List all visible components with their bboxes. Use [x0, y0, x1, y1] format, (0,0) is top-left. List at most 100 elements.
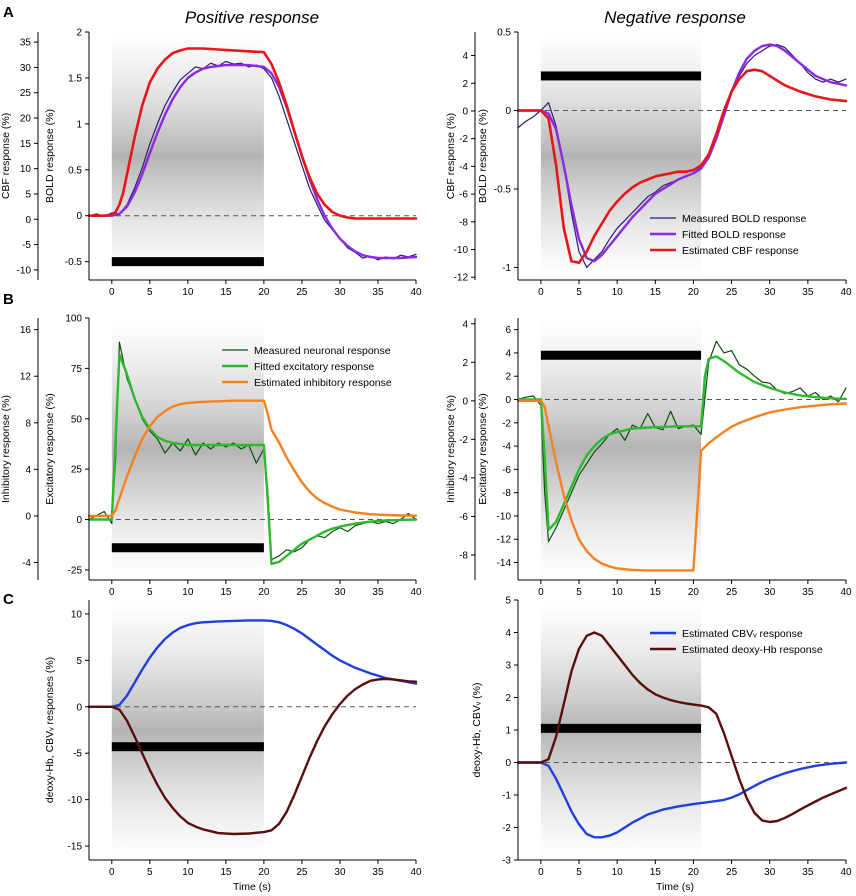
b-neg-x-tick-label: 40: [840, 587, 852, 598]
b-pos-y-axis-label-exc: Excitatory response (%): [44, 393, 56, 504]
b-neg-x-tick-label: 5: [576, 587, 582, 598]
c-neg-y-tick-label-main: 1: [505, 726, 511, 737]
c-pos-x-tick-label: 15: [220, 867, 232, 878]
c-neg-x-tick-label: 10: [612, 867, 624, 878]
c-pos-x-tick-label: 5: [147, 867, 153, 878]
c-neg-y-axis-label-main: deoxy-Hb, CBVᵥ (%): [471, 683, 483, 778]
b-pos-legend-label-estimated-inhibitory-response: Estimated inhibitory response: [254, 377, 392, 389]
c-neg-y-tick-label-main: -1: [502, 791, 511, 802]
c-neg-legend-label-estimated-cbv-response: Estimated CBVᵥ response: [682, 628, 803, 640]
x-axis-label-right: Time (s): [656, 881, 694, 893]
a-pos-y-tick-label-bold: 0: [76, 211, 82, 222]
c-pos-x-tick-label: 20: [258, 867, 270, 878]
c-neg-series-estimated-cbv-response: [516, 761, 848, 839]
a-pos-x-tick-label: 30: [334, 287, 346, 298]
a-pos-x-tick-label: 25: [296, 287, 308, 298]
b-neg-y-tick-label-exc: -2: [502, 418, 511, 429]
b-pos-x-tick-label: 5: [147, 587, 153, 598]
a-pos-y-tick-label-cbf: 30: [20, 63, 32, 74]
b-pos-x-tick-label: 20: [258, 587, 270, 598]
a-neg-x-tick-label: 15: [650, 287, 662, 298]
c-pos-y-axis-label-main: deoxy-Hb, CBVᵥ responses (%): [44, 657, 56, 803]
b-pos-x-tick-label: 15: [220, 587, 232, 598]
a-neg-y-tick-label-cbf: -10: [454, 245, 469, 256]
b-neg-x-tick-label: 15: [650, 587, 662, 598]
a-neg-y-tick-label-cbf: 2: [462, 79, 468, 90]
b-neg-y-tick-label-inh: 4: [462, 319, 468, 330]
b-pos-series-estimated-inhibitory-response: [87, 399, 418, 518]
a-pos-x-tick-label: 10: [182, 287, 194, 298]
panel-b-positive: 0 5 10 15 20 25 30 35 40-250255075100Excitatory …: [0, 314, 422, 599]
b-neg-x-tick-label: 35: [802, 587, 814, 598]
c-neg-legend-label-estimated-deoxy-hb-response: Estimated deoxy-Hb response: [682, 644, 823, 656]
a-pos-x-tick-label: 40: [410, 287, 422, 298]
c-pos-y-tick-label-main: -10: [68, 795, 83, 806]
b-neg-y-tick-label-inh: -8: [459, 550, 468, 561]
a-neg-y-tick-label-cbf: -4: [459, 162, 468, 173]
c-pos-series-estimated-deoxy-hb-response: [87, 677, 418, 836]
panel-label-a: A: [3, 4, 14, 21]
c-pos-x-tick-label: 30: [334, 867, 346, 878]
a-neg-x-tick-label: 20: [688, 287, 700, 298]
c-neg-x-tick-label: 0: [538, 867, 544, 878]
c-neg-y-tick-label-main: 2: [505, 693, 511, 704]
a-pos-x-tick-label: 35: [372, 287, 384, 298]
a-pos-y-tick-label-bold: -0.5: [65, 257, 83, 268]
a-pos-y-axis-label-cbf: CBF response (%): [0, 113, 12, 199]
a-neg-y-tick-label-cbf: 0: [462, 106, 468, 117]
b-pos-x-tick-label: 35: [372, 587, 384, 598]
a-pos-y-tick-label-cbf: 15: [20, 139, 32, 150]
b-pos-series-fitted-excitatory-response: [87, 353, 418, 566]
a-neg-x-tick-label: 10: [612, 287, 624, 298]
b-pos-y-axis-label-inh: Inhibitory response (%): [0, 395, 12, 503]
c-neg-y-tick-label-main: -2: [502, 823, 511, 834]
a-neg-y-tick-label-cbf: -12: [454, 273, 469, 284]
a-neg-y-tick-label-bold: -0.5: [494, 184, 512, 195]
b-neg-y-tick-label-exc: -10: [497, 511, 512, 522]
c-pos-x-tick-label: 25: [296, 867, 308, 878]
a-pos-x-tick-label: 15: [220, 287, 232, 298]
b-pos-y-tick-label-inh: 0: [25, 511, 31, 522]
x-axis-label-left: Time (s): [233, 881, 271, 893]
panel-a-positive: 0 5 10 15 20 25 30 35 40 -0.5 0 0.5 1 1.5 2 BOLD respon…: [0, 28, 422, 299]
b-pos-x-tick-label: 10: [182, 587, 194, 598]
a-pos-y-tick-label-cbf: 5: [25, 189, 31, 200]
c-neg-x-tick-label: 35: [802, 867, 814, 878]
a-neg-x-tick-label: 30: [764, 287, 776, 298]
b-neg-y-tick-label-inh: 2: [462, 358, 468, 369]
a-neg-x-tick-label: 40: [840, 287, 852, 298]
a-neg-y-tick-label-bold: 0: [505, 106, 511, 117]
a-neg-y-axis-label-bold: BOLD response (%): [477, 109, 489, 203]
a-neg-stimulus-bar: [540, 71, 702, 81]
b-neg-y-tick-label-exc: -6: [502, 465, 511, 476]
c-pos-series-estimated-cbv-response: [87, 619, 418, 708]
b-pos-y-tick-label-exc: 25: [71, 465, 83, 476]
a-neg-y-tick-label-bold: 0.5: [497, 28, 511, 39]
a-neg-y-tick-label-cbf: -2: [459, 134, 468, 145]
c-neg-x-tick-label: 15: [650, 867, 662, 878]
a-pos-y-tick-label-cbf: 25: [20, 88, 32, 99]
c-neg-y-tick-label-main: -3: [502, 856, 511, 867]
a-pos-y-tick-label-cbf: 20: [20, 114, 32, 125]
a-pos-x-tick-label: 0: [109, 287, 115, 298]
a-pos-y-tick-label-cbf: 0: [25, 215, 31, 226]
b-pos-y-tick-label-inh: -4: [22, 558, 31, 569]
b-pos-y-tick-label-inh: 16: [20, 325, 32, 336]
b-pos-y-tick-label-inh: 12: [20, 372, 32, 383]
b-pos-y-tick-label-exc: 0: [76, 515, 82, 526]
b-neg-y-tick-label-inh: -2: [459, 435, 468, 446]
b-neg-stimulus-shading: [540, 318, 702, 580]
a-pos-series-estimated-cbf-response: [87, 47, 418, 220]
c-pos-x-tick-label: 35: [372, 867, 384, 878]
b-neg-y-axis-label-inh: Inhibitory response (%): [445, 395, 457, 503]
b-pos-x-tick-label: 0: [109, 587, 115, 598]
b-neg-y-tick-label-inh: 0: [462, 396, 468, 407]
a-neg-x-tick-label: 35: [802, 287, 814, 298]
c-pos-y-tick-label-main: -15: [68, 842, 83, 853]
panel-label-b: B: [3, 291, 14, 308]
c-neg-x-tick-label: 5: [576, 867, 582, 878]
b-pos-x-tick-label: 30: [334, 587, 346, 598]
b-neg-x-tick-label: 25: [726, 587, 738, 598]
b-neg-series-estimated-inhibitory-response: [516, 399, 848, 572]
